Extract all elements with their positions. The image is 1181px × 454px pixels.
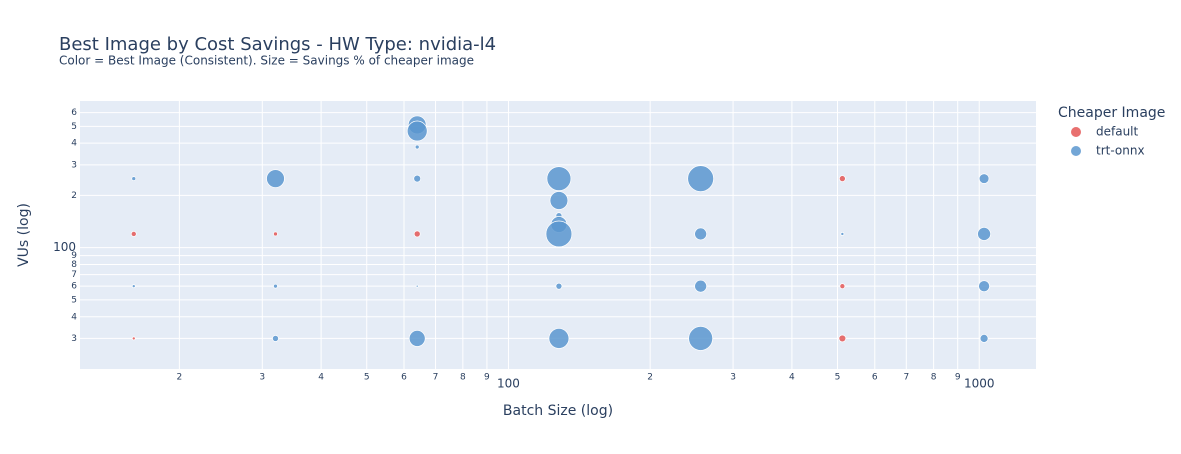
legend-label: trt-onnx [1096, 144, 1145, 158]
bubble [838, 334, 847, 343]
legend-title: Cheaper Image [1058, 105, 1165, 121]
bubble [549, 191, 569, 210]
legend-marker [1071, 127, 1081, 137]
y-tick-label: 5 [71, 295, 77, 305]
x-tick-label: 2 [177, 373, 183, 383]
bubble [273, 231, 278, 237]
bubble [131, 284, 136, 289]
bubble [978, 173, 990, 184]
bubble [413, 230, 421, 238]
y-tick-label: 2 [71, 191, 77, 201]
x-tick-label: 8 [460, 373, 466, 383]
x-tick-label: 1000 [964, 377, 995, 391]
y-tick-label: 3 [71, 160, 77, 170]
y-tick-label: 3 [71, 334, 77, 344]
bubble [977, 227, 991, 241]
bubble [413, 174, 422, 183]
x-tick-label: 4 [318, 373, 324, 383]
legend-marker [1071, 146, 1081, 156]
bubble [838, 175, 846, 182]
y-tick-label: 4 [71, 139, 77, 149]
y-tick-label: 5 [71, 122, 77, 132]
x-tick-label: 5 [835, 373, 841, 383]
bubble [555, 282, 563, 290]
y-tick-label: 4 [71, 312, 77, 322]
chart-title: Best Image by Cost Savings - HW Type: nv… [59, 34, 496, 55]
bubble [131, 336, 136, 341]
x-tick-label: 5 [364, 373, 370, 383]
x-tick-label: 3 [730, 373, 736, 383]
x-tick-label: 6 [872, 373, 878, 383]
bubble [406, 120, 428, 142]
bubble [414, 144, 420, 150]
bubble [273, 283, 278, 289]
legend-label: default [1096, 125, 1139, 139]
y-tick-label: 6 [71, 282, 77, 292]
y-tick-label: 100 [53, 240, 76, 254]
x-tick-label: 8 [931, 373, 937, 383]
y-tick-label: 9 [71, 251, 77, 261]
y-axis-label: VUs (log) [16, 203, 32, 267]
x-axis-label: Batch Size (log) [503, 403, 613, 419]
x-tick-label: 2 [647, 373, 653, 383]
bubble [840, 232, 845, 236]
bubble [694, 279, 707, 293]
bubble [687, 165, 714, 192]
bubble [546, 166, 572, 191]
x-tick-label: 9 [955, 373, 961, 383]
bubble [408, 330, 426, 347]
bubble [415, 284, 419, 288]
x-tick-label: 9 [484, 373, 490, 383]
bubble [688, 326, 713, 351]
bubble [545, 220, 573, 248]
y-tick-label: 6 [71, 108, 77, 118]
bubble [694, 227, 707, 241]
bubble [272, 335, 279, 342]
bubble [979, 334, 989, 343]
x-tick-label: 100 [497, 377, 520, 391]
y-tick-label: 7 [71, 270, 77, 280]
x-tick-label: 6 [401, 373, 407, 383]
y-tick-label: 8 [71, 260, 77, 270]
x-tick-label: 7 [903, 373, 909, 383]
bubble [978, 280, 990, 293]
bubble [130, 231, 137, 237]
markers [130, 115, 991, 351]
bubble [266, 169, 285, 188]
chart-subtitle: Color = Best Image (Consistent). Size = … [59, 54, 474, 68]
x-tick-label: 4 [789, 373, 795, 383]
x-tick-label: 3 [259, 373, 265, 383]
bubble [131, 176, 137, 181]
x-tick-label: 7 [433, 373, 439, 383]
bubble [839, 283, 846, 290]
bubble [548, 328, 570, 349]
